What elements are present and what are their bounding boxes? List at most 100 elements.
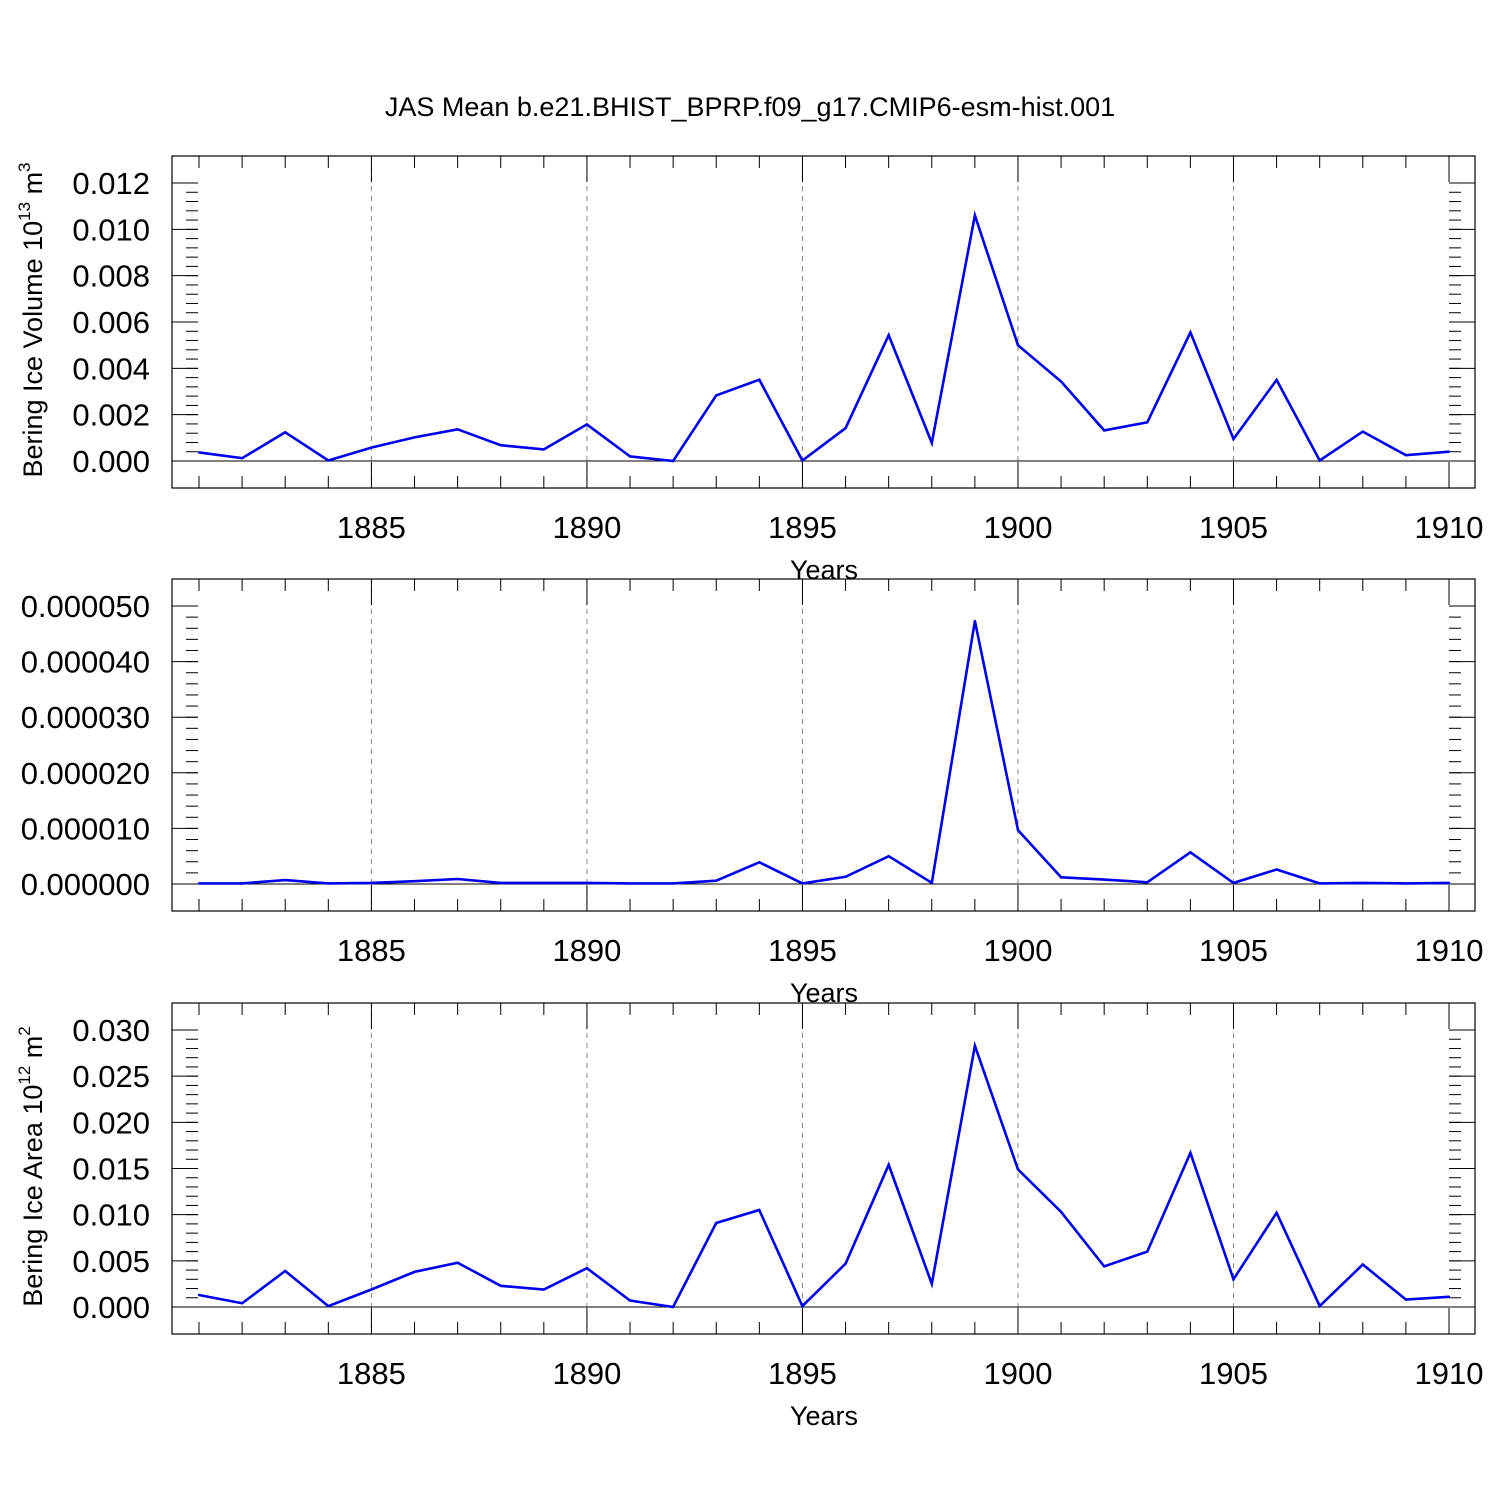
data-point	[499, 881, 502, 885]
x-tick-label: 1910	[1415, 933, 1484, 968]
data-point	[240, 1302, 244, 1305]
y-tick-label: 0.000000	[21, 867, 150, 902]
y-tick-label: 0.030	[72, 1013, 150, 1048]
data-point	[1361, 430, 1364, 433]
data-point	[715, 394, 718, 397]
data-point	[1146, 1250, 1149, 1253]
data-point	[1059, 380, 1063, 383]
x-tick-label: 1910	[1415, 1356, 1484, 1391]
data-line	[199, 620, 1450, 886]
y-tick-label: 0.000050	[21, 589, 150, 624]
x-tick-label: 1910	[1415, 510, 1484, 545]
data-line	[198, 1040, 1450, 1309]
data-point	[327, 1304, 330, 1308]
plot-frame	[171, 155, 1476, 489]
y-tick-label: 0.005	[72, 1244, 150, 1279]
y-tick-label: 0.000010	[21, 811, 150, 846]
x-tick-label: 1905	[1199, 510, 1268, 545]
data-point	[1016, 828, 1020, 832]
data-point	[801, 1304, 804, 1308]
data-point	[930, 881, 933, 885]
y-axis-label-unit-exponent: 3	[15, 162, 34, 171]
data-point	[671, 1305, 675, 1309]
data-point	[628, 882, 632, 885]
data-point	[413, 880, 416, 883]
data-point	[370, 881, 373, 885]
data-point	[1102, 878, 1106, 881]
y-axis-label-unit: m	[18, 172, 48, 202]
data-point	[930, 441, 933, 445]
x-tick-label: 1895	[768, 933, 837, 968]
data-point	[499, 1284, 502, 1287]
data-point	[197, 1293, 201, 1297]
data-point	[844, 1262, 847, 1265]
y-axis-label-exponent: 12	[15, 1066, 34, 1085]
data-point	[197, 882, 201, 885]
data-point	[1189, 851, 1192, 854]
data-point	[1146, 421, 1149, 424]
data-point	[1016, 1168, 1020, 1171]
data-point	[327, 459, 330, 462]
data-point	[1016, 343, 1020, 347]
data-point	[801, 882, 804, 885]
data-point	[1275, 868, 1278, 871]
y-tick-label: 0.000030	[21, 700, 150, 735]
data-point	[973, 619, 977, 623]
data-point	[671, 882, 675, 885]
data-point	[456, 428, 459, 431]
data-point	[887, 334, 890, 337]
x-tick-label: 1905	[1199, 933, 1268, 968]
figure-title: JAS Mean b.e21.BHIST_BPRP.f09_g17.CMIP6-…	[384, 92, 1116, 122]
y-axis-label-unit: m	[18, 1036, 48, 1066]
data-point	[585, 1267, 589, 1270]
data-point	[1404, 1298, 1408, 1301]
data-point	[370, 446, 373, 449]
data-point	[1318, 882, 1321, 885]
chart-panel-3: 0.000 0.005 0.010 0.015 0.020 0.025 0.030 1885 1…	[15, 1002, 1484, 1431]
y-tick-label: 0.015	[72, 1152, 150, 1187]
data-point	[413, 436, 416, 439]
chart-panel-1: 0.000 0.002 0.004 0.006 0.008 0.010 0.012 1885 1…	[15, 155, 1484, 585]
data-point	[1361, 1263, 1364, 1266]
data-point	[240, 882, 244, 885]
data-point	[284, 878, 287, 882]
data-point	[671, 459, 675, 463]
y-axis-label-text: Bering Ice Volume 10	[18, 221, 48, 478]
data-point	[1232, 881, 1235, 885]
data-point	[1059, 876, 1063, 879]
data-point	[1404, 454, 1408, 457]
x-tick-label: 1900	[983, 933, 1052, 968]
data-point	[973, 1044, 977, 1047]
data-point	[284, 1269, 287, 1273]
data-point	[930, 1282, 933, 1286]
y-tick-label: 0.010	[72, 1198, 150, 1233]
x-tick-label: 1885	[337, 1356, 406, 1391]
data-point	[413, 1270, 416, 1274]
data-point	[542, 1288, 546, 1291]
y-axis-label-text: Bering Ice Area 10	[18, 1085, 48, 1307]
x-axis-label: Years	[790, 555, 858, 585]
data-point	[585, 881, 589, 885]
y-tick-label: 0.000	[72, 444, 150, 479]
plot-frame	[171, 578, 1476, 912]
data-point	[758, 378, 761, 381]
x-tick-label: 1885	[337, 933, 406, 968]
data-point	[1102, 1265, 1106, 1268]
y-tick-label: 0.002	[72, 398, 150, 433]
y-tick-label: 0.025	[72, 1059, 150, 1094]
y-tick-label: 0.000	[72, 1290, 150, 1325]
data-point	[801, 459, 804, 462]
data-point	[542, 881, 546, 885]
y-tick-label: 0.020	[72, 1105, 150, 1140]
y-tick-label: 0.008	[72, 259, 150, 294]
x-tick-label: 1895	[768, 510, 837, 545]
y-axis-label: Bering Ice Area 1012 m2	[15, 1026, 48, 1307]
data-point	[628, 455, 632, 458]
y-tick-label: 0.012	[72, 166, 150, 201]
data-point	[370, 1288, 373, 1291]
y-tick-label: 0.000040	[21, 645, 150, 680]
data-point	[1318, 1304, 1321, 1308]
y-axis-label: Bering Ice Volume 1013 m3	[15, 162, 48, 477]
data-point	[1447, 1295, 1451, 1299]
